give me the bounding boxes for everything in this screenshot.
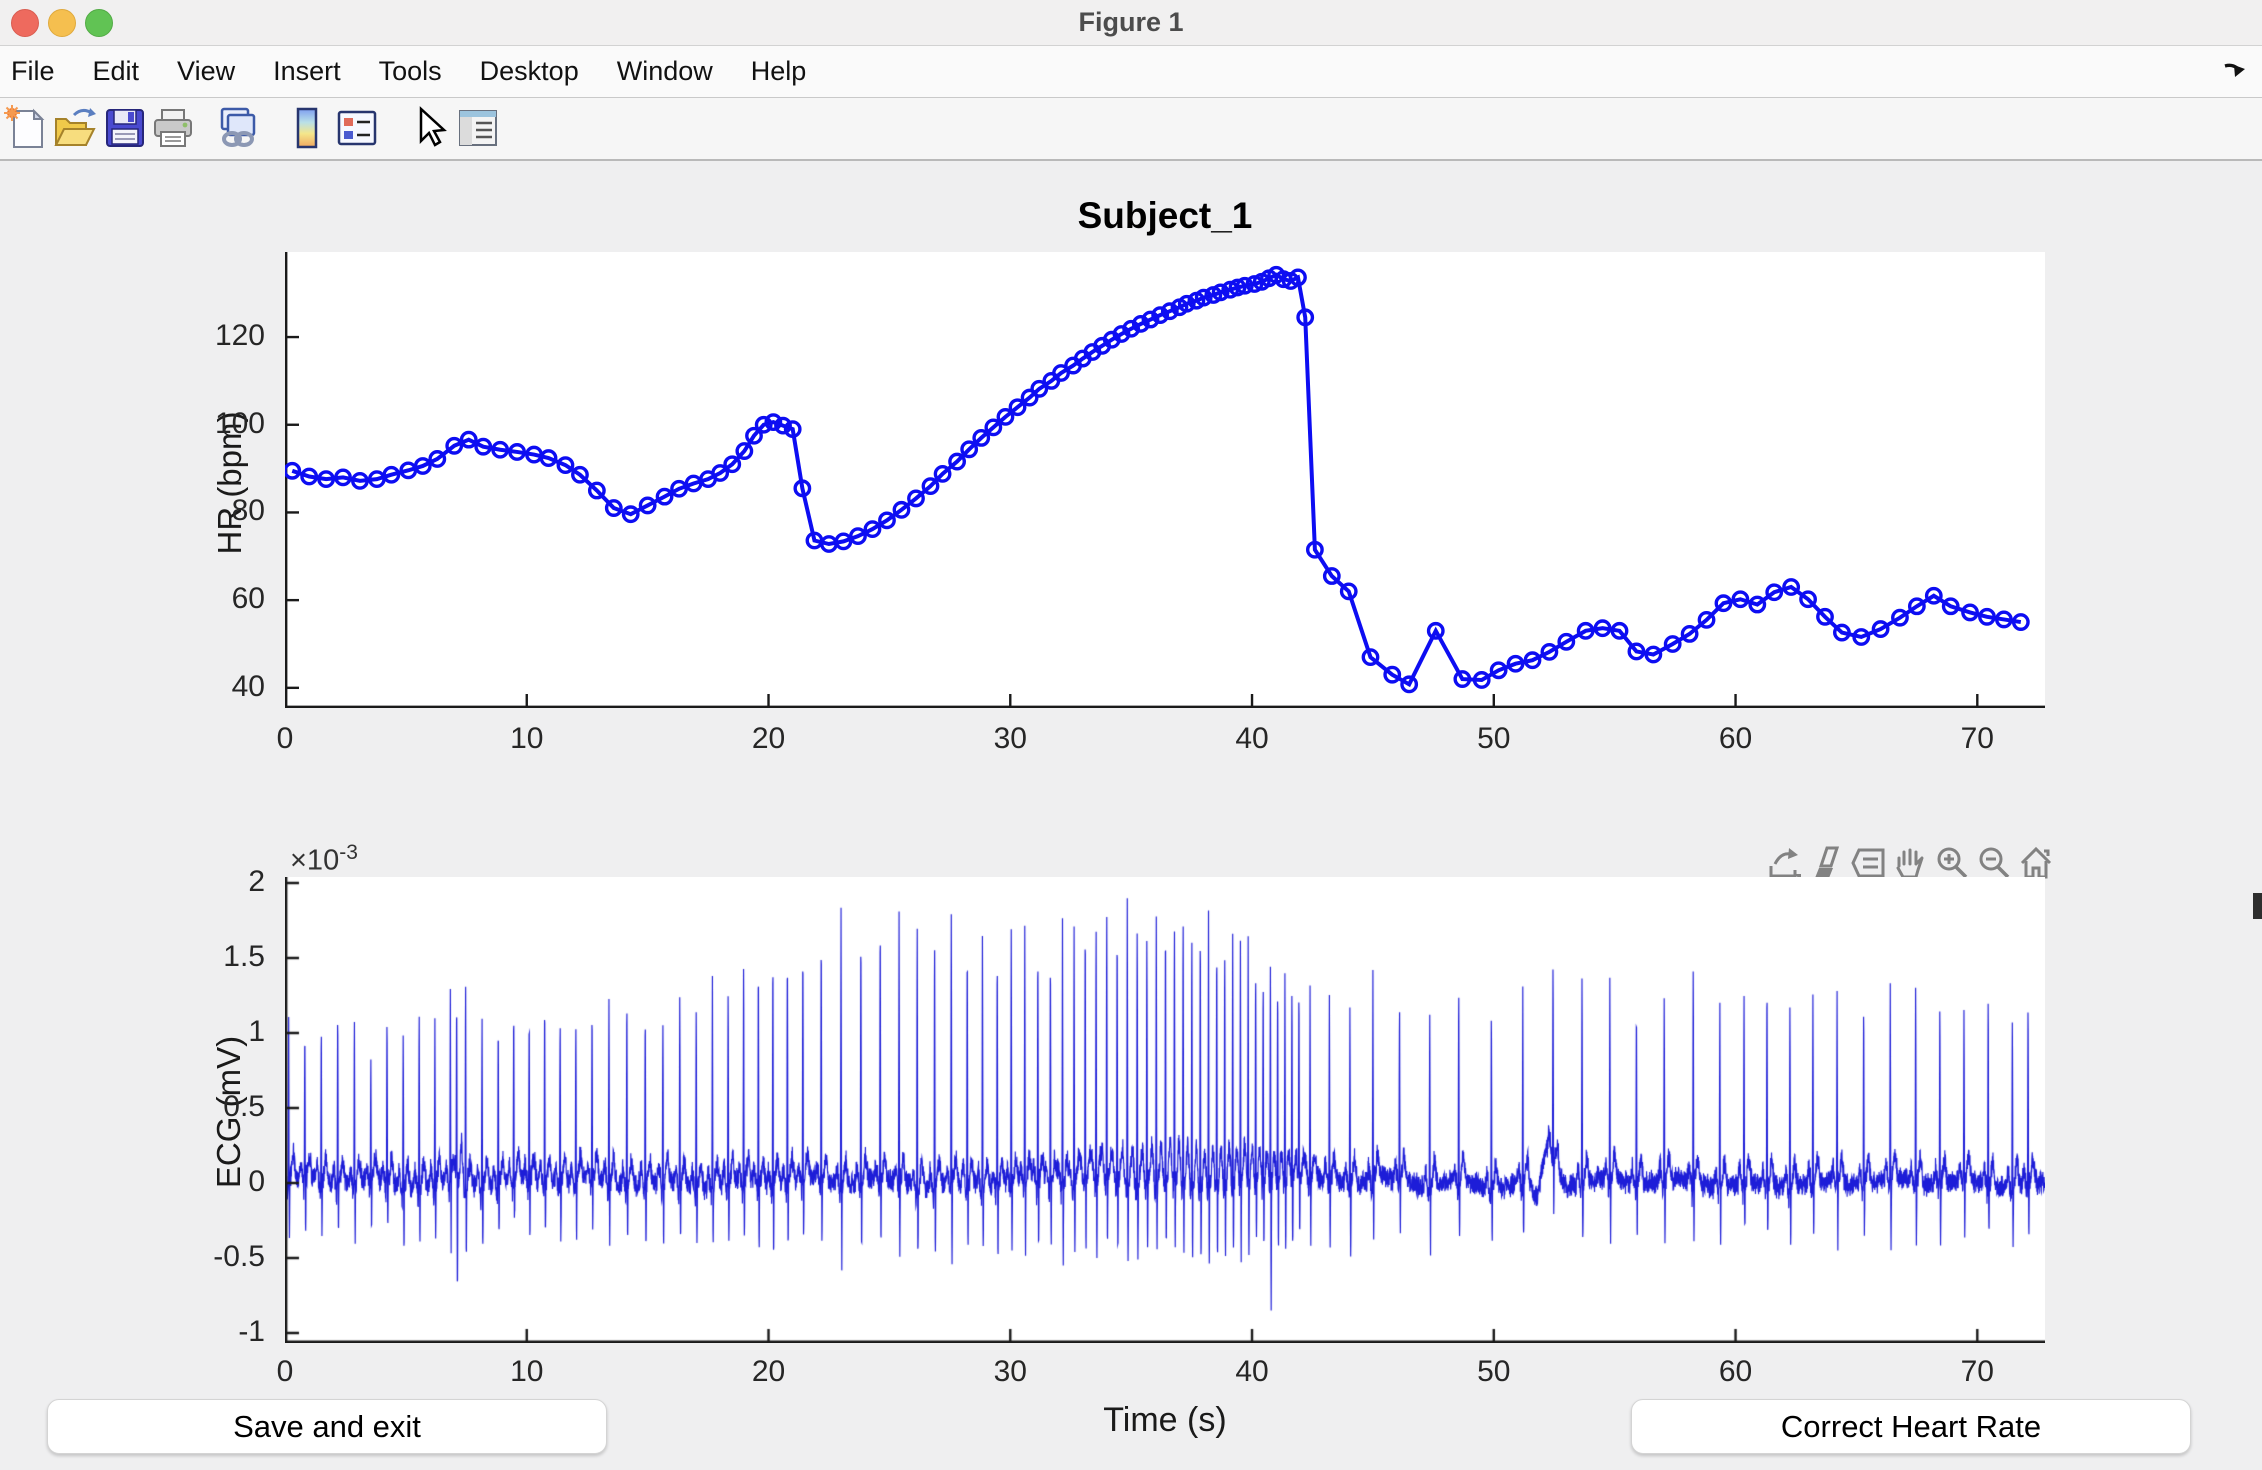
ecg-y-exponent-label: ×10-3: [290, 841, 358, 877]
insert-colorbar-icon[interactable]: [284, 105, 330, 151]
hr-plot-title: Subject_1: [1077, 195, 1253, 236]
pan-icon[interactable]: [1891, 844, 1929, 882]
tick-label: 30: [993, 1355, 1027, 1388]
ecg-axes[interactable]: [285, 877, 2045, 1343]
menu-window[interactable]: Window: [616, 56, 713, 86]
ecg-y-axis-label: ECG (mV): [210, 1035, 247, 1189]
menu-file[interactable]: File: [11, 56, 55, 86]
ecg-line-series: [285, 877, 2045, 1343]
figure-canvas-area: Subject_1 HR (bpm) ×10-3: [0, 161, 2262, 1470]
menu-insert[interactable]: Insert: [273, 56, 341, 86]
insert-legend-icon[interactable]: [334, 105, 380, 151]
tick-label: 40: [1235, 722, 1269, 755]
new-figure-icon[interactable]: [4, 105, 50, 151]
tick-label: 70: [1960, 1355, 1994, 1388]
menu-view[interactable]: View: [177, 56, 236, 86]
edit-plot-icon[interactable]: [407, 105, 453, 151]
save-and-exit-button[interactable]: Save and exit: [47, 1399, 607, 1454]
minimize-window-button[interactable]: [48, 9, 76, 37]
tick-label: 0: [276, 722, 294, 755]
menu-help[interactable]: Help: [750, 56, 807, 86]
tick-label: 0: [276, 1355, 294, 1388]
tick-label: 20: [751, 1355, 786, 1388]
time-x-axis-label: Time (s): [1103, 1401, 1227, 1439]
save-figure-icon[interactable]: [102, 105, 148, 151]
zoom-out-icon[interactable]: [1975, 844, 2013, 882]
menu-tools[interactable]: Tools: [378, 56, 442, 86]
brush-icon[interactable]: [1807, 844, 1845, 882]
zoom-window-button[interactable]: [85, 9, 113, 37]
window-title: Figure 1: [1078, 7, 1184, 37]
tick-label: -1: [238, 1314, 265, 1348]
menu-edit[interactable]: Edit: [92, 56, 140, 86]
property-inspector-icon[interactable]: [455, 105, 501, 151]
tick-label: 30: [993, 722, 1027, 755]
hr-axes[interactable]: [285, 252, 2045, 708]
figure-toolbar: [0, 98, 2262, 161]
export-icon[interactable]: [1765, 844, 1803, 882]
datatips-icon[interactable]: [1849, 844, 1887, 882]
menu-bar: File Edit View Insert Tools Desktop Wind…: [0, 46, 2262, 98]
tick-label: 40: [1235, 1355, 1269, 1388]
tick-label: 40: [231, 669, 265, 703]
tick-label: 60: [1718, 722, 1753, 755]
link-plot-icon[interactable]: [214, 105, 260, 151]
correct-heart-rate-button[interactable]: Correct Heart Rate: [1631, 1399, 2191, 1454]
tick-label: 10: [510, 722, 544, 755]
zoom-in-icon[interactable]: [1933, 844, 1971, 882]
tick-label: 120: [214, 319, 265, 353]
print-figure-icon[interactable]: [150, 105, 196, 151]
tick-label: 50: [1477, 722, 1511, 755]
tick-label: 70: [1960, 722, 1994, 755]
tick-label: -0.5: [213, 1239, 265, 1273]
hr-line-series: [285, 252, 2045, 708]
window-edge-scrollbar-mark: [2253, 893, 2262, 919]
open-file-icon[interactable]: [52, 105, 98, 151]
title-bar: Figure 1: [0, 0, 2262, 46]
tick-label: 50: [1477, 1355, 1511, 1388]
close-window-button[interactable]: [11, 9, 39, 37]
tick-label: 2: [248, 864, 265, 898]
tick-label: 1.5: [223, 939, 265, 973]
tick-label: 10: [510, 1355, 544, 1388]
tick-label: 60: [1718, 1355, 1753, 1388]
hr-y-axis-label: HR (bpm): [211, 411, 248, 555]
tick-label: 20: [751, 722, 786, 755]
menu-overflow-arrow-icon[interactable]: [2222, 56, 2248, 82]
menu-desktop[interactable]: Desktop: [479, 56, 579, 86]
